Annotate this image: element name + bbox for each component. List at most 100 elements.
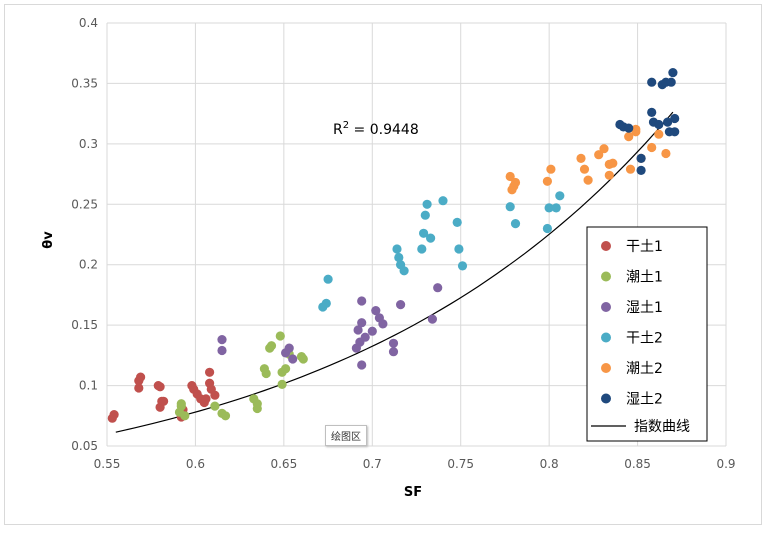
data-point <box>576 153 586 163</box>
data-point <box>360 332 370 342</box>
data-point <box>388 347 399 357</box>
legend-label: 潮土2 <box>626 361 663 377</box>
data-point <box>275 331 285 341</box>
data-point <box>210 401 220 411</box>
data-point <box>624 123 634 133</box>
data-point <box>438 196 448 206</box>
x-tick-label: 0.85 <box>624 457 651 471</box>
data-points <box>107 68 680 423</box>
x-tick-label: 0.8 <box>540 457 559 471</box>
series-2 <box>174 331 308 421</box>
data-point <box>357 318 367 328</box>
data-point <box>510 219 521 229</box>
data-point <box>419 228 429 238</box>
legend-marker <box>601 332 611 343</box>
data-point <box>371 306 381 316</box>
data-point <box>636 153 646 163</box>
data-point <box>281 364 291 374</box>
x-tick-label: 0.65 <box>270 457 297 471</box>
data-point <box>394 252 404 263</box>
data-point <box>288 354 298 364</box>
data-point <box>647 142 657 153</box>
data-point <box>109 410 119 420</box>
data-point <box>252 399 262 409</box>
series-6 <box>615 68 680 175</box>
x-tick-label: 0.75 <box>447 457 474 471</box>
y-axis-title: θv <box>41 231 56 249</box>
data-point <box>399 266 409 276</box>
r-squared-annotation: R2 = 0.9448 <box>333 120 419 138</box>
data-point <box>378 319 388 329</box>
data-point <box>266 341 277 351</box>
data-point <box>417 244 427 254</box>
data-point <box>457 261 468 271</box>
legend-label: 干土1 <box>626 239 663 255</box>
data-point <box>666 77 676 87</box>
data-point <box>654 129 664 139</box>
data-point <box>396 300 406 310</box>
legend-marker <box>601 363 611 373</box>
x-tick-label: 0.9 <box>716 457 735 471</box>
exponential-trendline <box>115 111 674 433</box>
y-tick-label: 0.35 <box>71 76 98 90</box>
data-point <box>647 77 657 87</box>
data-point <box>205 367 215 377</box>
x-axis-title: SF <box>404 485 422 500</box>
data-point <box>159 396 169 406</box>
data-point <box>321 298 331 308</box>
data-point <box>427 314 437 324</box>
series-5 <box>505 124 671 195</box>
data-point <box>542 176 553 186</box>
data-point <box>654 119 664 130</box>
data-point <box>599 144 609 154</box>
legend-label: 干土2 <box>626 331 663 347</box>
data-point <box>220 411 231 421</box>
data-point <box>176 399 186 409</box>
data-point <box>542 223 553 234</box>
data-point <box>661 148 671 159</box>
data-point <box>426 233 436 243</box>
data-point <box>357 296 367 306</box>
x-tick-label: 0.6 <box>186 457 205 471</box>
y-tick-label: 0.3 <box>79 137 98 151</box>
data-point <box>636 165 646 175</box>
data-point <box>608 158 618 168</box>
data-point <box>663 117 673 127</box>
legend-marker <box>601 302 611 312</box>
data-point <box>604 170 614 180</box>
data-point <box>298 354 308 364</box>
data-point <box>392 244 402 254</box>
data-point <box>583 175 593 185</box>
data-point <box>579 164 590 174</box>
data-point <box>631 127 641 137</box>
x-tick-label: 0.55 <box>94 457 121 471</box>
legend-marker <box>601 271 611 282</box>
data-point <box>261 368 271 379</box>
data-point <box>594 150 604 160</box>
data-point <box>647 107 657 117</box>
data-point <box>217 335 227 345</box>
legend-label: 湿土1 <box>626 300 663 316</box>
data-point <box>625 164 636 174</box>
series-1 <box>107 367 220 423</box>
data-point <box>510 177 521 188</box>
data-point <box>505 171 515 182</box>
data-point <box>668 68 678 78</box>
legend-marker <box>601 241 611 251</box>
data-point <box>551 203 561 213</box>
data-point <box>277 379 287 389</box>
data-point <box>555 191 565 201</box>
data-point <box>546 164 556 174</box>
data-point <box>210 390 220 400</box>
data-point <box>367 326 377 336</box>
data-point <box>544 203 554 213</box>
data-point <box>420 210 430 220</box>
data-point <box>388 338 399 348</box>
plot-area-tooltip: 绘图区 <box>325 425 367 446</box>
series-3 <box>217 283 443 370</box>
legend: 干土1 潮土1 湿土1 干土2 潮土2 湿土2 指数曲线 <box>586 226 708 442</box>
x-axis-ticks: 0.55 0.6 0.65 0.7 0.75 0.8 0.85 0.9 <box>94 457 736 471</box>
data-point <box>357 360 367 370</box>
y-axis-ticks: 0.05 0.1 0.15 0.2 0.25 0.3 0.35 0.4 <box>71 16 98 453</box>
